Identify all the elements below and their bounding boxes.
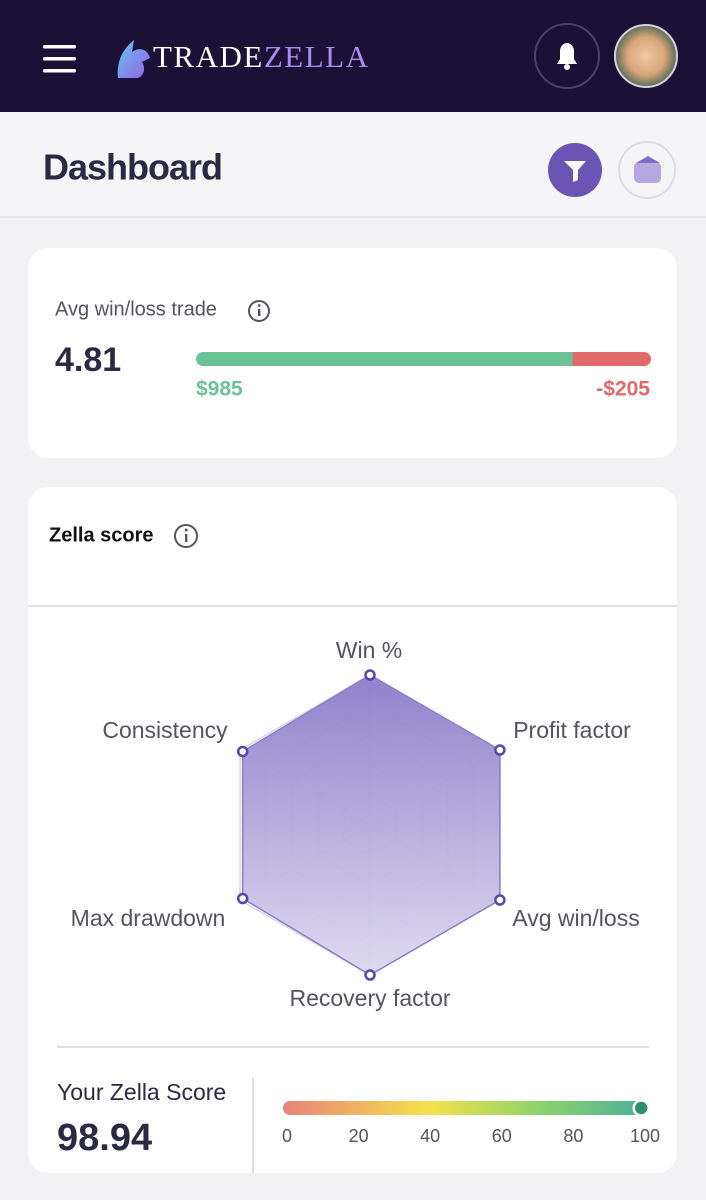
notifications-button[interactable] [534,23,600,89]
score-gauge: 0 20 40 60 80 100 [282,1099,660,1146]
score-marker [632,1099,650,1117]
score-point [236,892,249,905]
axis-label: Consistency [102,717,228,743]
score-point [494,894,506,906]
gauge-track [283,1101,647,1115]
score-value: 98.94 [57,1117,152,1159]
gauge-tick-label: 20 [349,1126,369,1146]
loss-segment [564,352,651,366]
win-segment-edge [564,352,573,366]
score-point [494,744,506,756]
gauge-tick-label: 80 [563,1126,583,1146]
brand: TRADEZELLA [153,39,369,74]
win-segment [196,352,573,366]
card-title: Zella score [49,524,154,546]
axis-label: Avg win/loss [512,905,639,931]
gauge-tick-label: 60 [492,1126,512,1146]
score-point [364,669,376,681]
page-title: Dashboard [43,147,222,188]
radar-chart: Win % Profit factor Avg win/loss Recovery f… [71,637,640,1011]
info-icon[interactable] [174,524,198,548]
win-loss-ratio: 4.81 [55,341,121,379]
axis-label: Recovery factor [289,985,450,1011]
filter-button[interactable] [548,143,602,197]
axis-label: Profit factor [513,717,631,743]
avatar[interactable] [614,24,678,88]
account-button[interactable] [618,141,676,199]
gauge-tick-label: 100 [630,1126,660,1146]
avg-loss-label: -$205 [596,378,650,401]
gauge-tick-label: 40 [420,1126,440,1146]
brand-first: TRADE [153,39,264,74]
avg-win-label: $985 [196,378,243,401]
score-point [236,745,249,758]
logo-icon [117,40,150,78]
axis-label: Max drawdown [71,905,226,931]
axis-label: Win % [336,637,402,663]
card-title: Avg win/loss trade [55,298,217,320]
win-loss-bar [196,352,651,366]
score-point [364,969,376,981]
info-icon[interactable] [248,300,270,322]
score-label: Your Zella Score [57,1079,226,1105]
brand-second: ZELLA [264,39,370,74]
gauge-tick-label: 0 [282,1126,292,1146]
menu-button[interactable] [43,45,76,73]
